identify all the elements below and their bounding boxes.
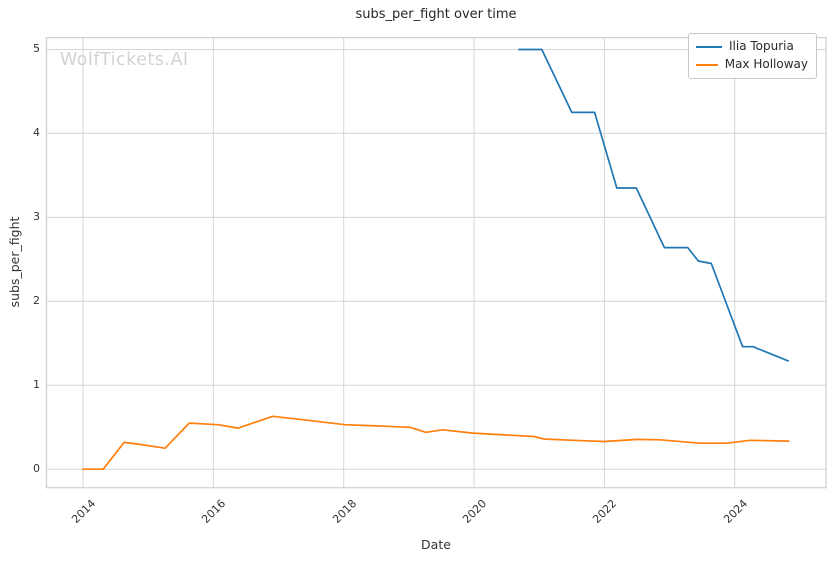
legend-label: Max Holloway <box>724 57 808 71</box>
y-tick-label-0: 0 <box>33 462 40 476</box>
y-tick-label-3: 3 <box>33 210 40 224</box>
series-line-max-holloway <box>82 415 790 471</box>
y-tick-label-1: 1 <box>33 378 40 392</box>
y-tick-label-4: 4 <box>33 126 40 140</box>
y-tick-label-5: 5 <box>33 42 40 56</box>
x-axis-label: Date <box>421 537 451 552</box>
series-line-ilia-topuria <box>518 48 790 362</box>
legend-line-swatch-ilia-topuria <box>696 45 722 48</box>
watermark-text: WolfTickets.AI <box>60 50 189 70</box>
legend-item-max-holloway: Max Holloway <box>696 58 808 71</box>
legend-label: Ilia Topuria <box>729 39 794 53</box>
legend-box: Ilia Topuria Max Holloway <box>688 33 817 79</box>
chart-title: subs_per_fight over time <box>355 7 517 22</box>
legend-line-swatch-max-holloway <box>696 63 718 66</box>
y-tick-label-2: 2 <box>33 294 40 308</box>
plot-frame <box>45 37 827 489</box>
legend-item-ilia-topuria: Ilia Topuria <box>696 40 808 53</box>
